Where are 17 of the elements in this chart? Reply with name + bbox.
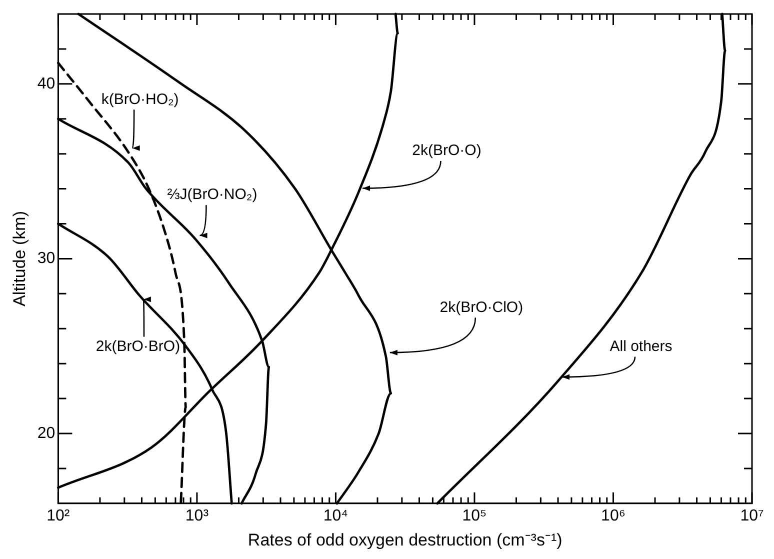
x-tick-label: 10³ [185, 507, 210, 524]
series-label: ⅔J(BrO·NO₂) [167, 186, 258, 204]
x-tick-label: 10⁴ [323, 507, 348, 524]
x-tick-label: 10⁵ [462, 507, 487, 524]
x-tick-label: 10⁶ [601, 507, 626, 524]
text: 2k(BrO·O) [412, 142, 482, 160]
x-tick-label: 10⁷ [740, 507, 764, 524]
series-label: 2k(BrO·BrO) [96, 338, 180, 355]
y-tick-label: 40 [37, 75, 56, 92]
text: 2k(BrO·ClO) [440, 298, 524, 316]
y-tick-label: 30 [37, 250, 56, 268]
y-tick-label: 20 [37, 424, 56, 442]
series-label: k(BrO·HO₂) [101, 90, 179, 108]
y-axis-title: Altitude (km) [10, 210, 29, 306]
x-tick-label: 10² [46, 507, 70, 524]
series-label: All others [610, 338, 672, 355]
x-axis-title: Rates of odd oxygen destruction (cm⁻³s⁻¹) [248, 530, 562, 550]
